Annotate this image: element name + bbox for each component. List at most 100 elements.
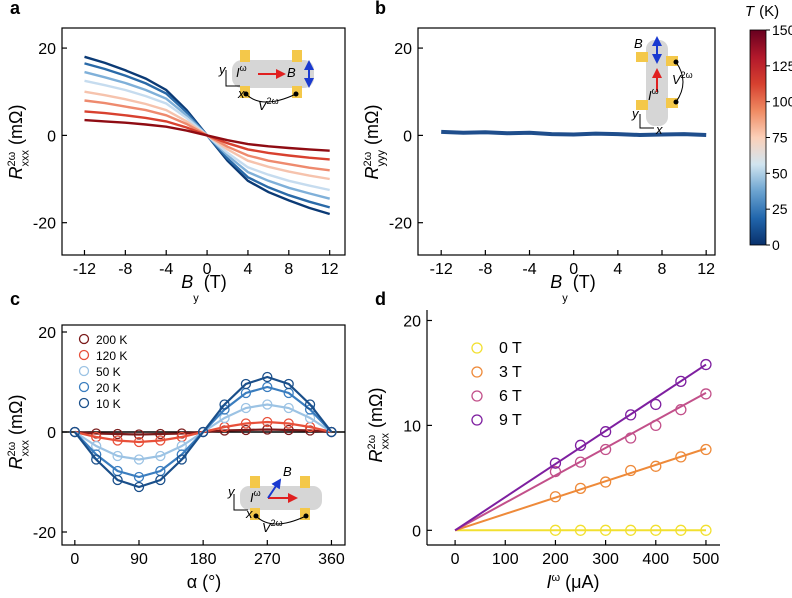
data-point xyxy=(675,451,687,463)
fit-line xyxy=(454,392,707,532)
inset-text: V xyxy=(672,72,682,87)
x-tick-label: 300 xyxy=(592,551,619,568)
colorbar-tick-label: 125 xyxy=(772,58,792,74)
y-axis-label: R2ω xxx (mΩ) xyxy=(6,395,32,470)
data-point xyxy=(675,404,687,416)
x-tick-label: -12 xyxy=(430,261,453,278)
inset-label: y xyxy=(218,62,227,77)
label-symbol: B xyxy=(550,272,562,292)
label-unit: (T) xyxy=(573,272,596,292)
y-axis-label: R2ω xxx (mΩ) xyxy=(6,105,32,180)
legend-marker xyxy=(471,366,483,378)
data-point xyxy=(650,524,662,536)
y-tick-label: 20 xyxy=(403,313,421,330)
panel-label: d xyxy=(375,289,386,309)
data-point xyxy=(155,435,166,446)
inset-label: V2ω xyxy=(262,518,283,535)
legend-marker xyxy=(78,381,90,393)
y-tick-label: 20 xyxy=(38,41,56,58)
label-symbol: I xyxy=(547,572,552,592)
colorbar-tick-label: 150 xyxy=(772,22,792,38)
legend-label: 9 T xyxy=(499,412,522,429)
y-tick-label: 0 xyxy=(403,128,412,145)
y-tick-label: 20 xyxy=(38,325,56,342)
x-tick-label: 12 xyxy=(321,261,339,278)
x-axis-label: α (°) xyxy=(187,572,222,592)
data-point xyxy=(240,378,252,390)
data-point xyxy=(133,481,145,493)
x-tick-label: 500 xyxy=(693,551,720,568)
data-point xyxy=(700,358,712,371)
x-tick-label: -4 xyxy=(522,261,536,278)
x-tick-label: 270 xyxy=(254,551,281,568)
inset-sup: ω xyxy=(254,488,261,498)
data-point xyxy=(599,524,612,536)
data-point xyxy=(112,428,123,440)
label-unit: (mΩ) xyxy=(362,105,382,145)
colorbar xyxy=(749,29,767,246)
y-tick-label: -20 xyxy=(389,216,412,233)
legend-marker xyxy=(471,390,483,402)
label-unit: (°) xyxy=(202,572,221,592)
legend-label: 0 T xyxy=(499,340,522,357)
data-point xyxy=(197,426,209,438)
inset-label: B xyxy=(287,65,296,80)
x-tick-label: -8 xyxy=(478,261,492,278)
data-point xyxy=(133,454,145,465)
label-symbol: T xyxy=(745,3,756,20)
inset-label: Iω xyxy=(250,488,261,505)
label-unit: (T) xyxy=(204,272,227,292)
data-point xyxy=(91,454,102,465)
label-sup: 2ω xyxy=(6,151,18,166)
inset-text: I xyxy=(250,490,254,505)
data-point xyxy=(283,418,294,429)
inset-sup: 2ω xyxy=(271,518,283,528)
plot-frame xyxy=(417,27,716,256)
legend-marker xyxy=(78,365,90,377)
inset-text: V xyxy=(262,520,272,535)
fit-line xyxy=(454,363,707,532)
data-point xyxy=(574,439,587,451)
inset-label: Iω xyxy=(648,86,659,103)
inset-b xyxy=(636,36,684,129)
label-unit: (mΩ) xyxy=(366,388,386,428)
y-tick-label: 0 xyxy=(412,523,421,540)
legend-label: 10 K xyxy=(96,397,121,411)
legend-marker xyxy=(471,342,483,354)
x-tick-label: 100 xyxy=(492,551,519,568)
data-point xyxy=(700,443,712,456)
data-point xyxy=(625,432,637,444)
inset-label: y xyxy=(227,484,236,499)
legend-marker xyxy=(78,333,90,345)
data-point xyxy=(549,491,562,503)
y-tick-label: 10 xyxy=(403,418,421,435)
x-tick-label: 400 xyxy=(642,551,669,568)
data-point xyxy=(133,471,145,483)
legend-marker xyxy=(78,397,90,409)
legend-label: 120 K xyxy=(96,349,127,363)
data-point xyxy=(650,419,662,432)
label-sup: 2ω xyxy=(362,151,374,166)
x-tick-label: 180 xyxy=(190,551,217,568)
data-point xyxy=(304,399,316,410)
label-sub: xxx xyxy=(19,149,31,166)
legend-label: 3 T xyxy=(499,364,522,381)
data-point xyxy=(133,436,145,448)
legend-label: 20 K xyxy=(96,381,121,395)
inset-text: I xyxy=(648,88,652,103)
y-axis-label: R2ω yyy (mΩ) xyxy=(362,105,388,180)
data-point xyxy=(240,418,252,429)
inset-text: x xyxy=(655,122,663,137)
data-point xyxy=(599,476,612,488)
label-sub: y xyxy=(193,293,199,305)
inset-label: y xyxy=(631,106,640,121)
x-tick-label: 4 xyxy=(243,261,252,278)
y-tick-label: 20 xyxy=(394,41,412,58)
x-axis-label: By (T) xyxy=(181,272,227,305)
colorbar-tick-label: 75 xyxy=(772,130,788,146)
data-point xyxy=(574,456,587,468)
data-point xyxy=(283,402,294,414)
inset-text: x xyxy=(237,86,245,101)
